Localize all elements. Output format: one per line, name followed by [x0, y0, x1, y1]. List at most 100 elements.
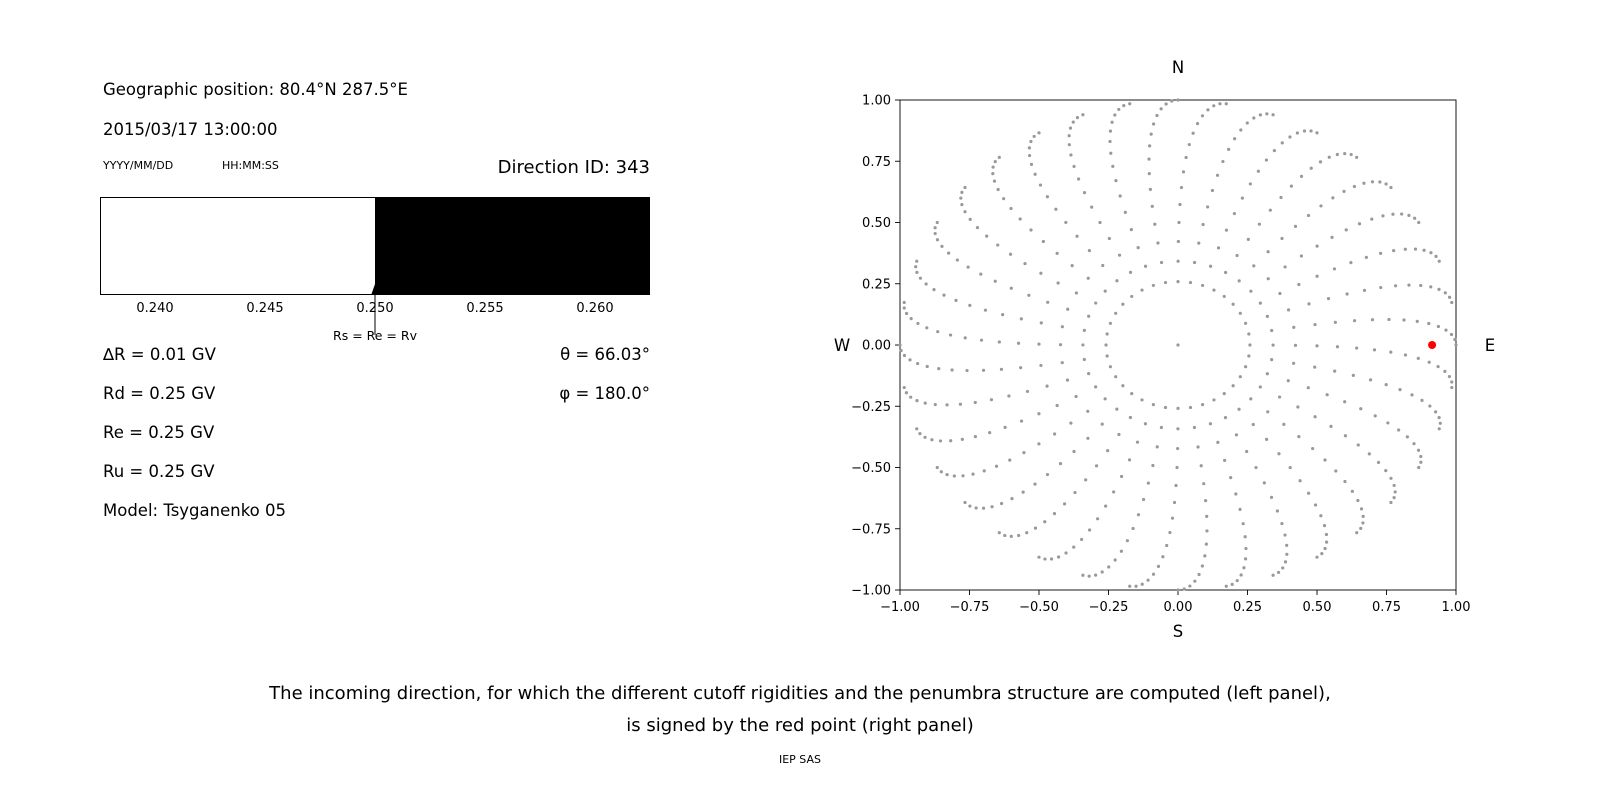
- direction-dot: [1130, 391, 1134, 396]
- direction-dot: [1082, 328, 1086, 332]
- direction-dot: [1062, 502, 1067, 506]
- direction-dot: [1224, 102, 1228, 106]
- direction-dot: [1315, 244, 1319, 248]
- direction-dot: [1100, 422, 1104, 426]
- direction-dot: [974, 506, 978, 510]
- direction-dot: [1105, 354, 1109, 358]
- direction-dot: [1280, 141, 1284, 145]
- direction-dot: [1272, 148, 1276, 153]
- direction-dot: [1392, 249, 1396, 253]
- direction-dot: [1323, 546, 1327, 551]
- direction-dot: [963, 500, 967, 505]
- direction-dot: [1216, 440, 1220, 445]
- direction-dot: [1196, 445, 1200, 449]
- direction-dot: [902, 385, 906, 390]
- direction-dot: [1330, 235, 1334, 239]
- direction-dot: [1070, 264, 1074, 268]
- cutoff-arrow: [371, 284, 379, 335]
- direction-dot: [981, 506, 986, 510]
- direction-dot: [933, 231, 937, 236]
- direction-dot: [1271, 343, 1275, 347]
- direction-dot: [1128, 584, 1132, 588]
- direction-dot: [968, 217, 972, 222]
- direction-dot: [1155, 445, 1159, 449]
- direction-dot: [1277, 452, 1281, 456]
- direction-dot: [965, 368, 969, 373]
- direction-dot: [1450, 300, 1454, 305]
- caption-line-2: is signed by the red point (right panel): [626, 715, 974, 736]
- direction-dot: [1389, 185, 1393, 190]
- direction-dot: [1370, 217, 1374, 221]
- direction-dot: [1069, 421, 1073, 425]
- direction-dot: [1343, 400, 1347, 404]
- direction-dot: [1296, 405, 1300, 409]
- direction-dot: [1043, 520, 1047, 524]
- direction-dot: [1163, 280, 1168, 285]
- direction-dot: [1094, 385, 1098, 389]
- direction-dot: [1165, 543, 1169, 548]
- direction-dot: [1170, 516, 1175, 520]
- direction-dot: [1400, 212, 1404, 216]
- x-tick-label: −1.00: [880, 600, 920, 615]
- direction-dot: [1134, 584, 1138, 588]
- direction-dot: [902, 300, 906, 305]
- param-re: Re = 0.25 GV: [103, 423, 215, 442]
- direction-dot: [1429, 285, 1433, 289]
- direction-dot: [968, 504, 972, 508]
- direction-dot: [1069, 153, 1073, 157]
- direction-dot: [966, 265, 970, 269]
- direction-dot: [985, 234, 989, 238]
- direction-dot: [1416, 448, 1421, 452]
- direction-dot: [1359, 526, 1363, 530]
- direction-dot: [1029, 228, 1033, 232]
- direction-dot: [1265, 112, 1269, 116]
- y-tick-label: 1.00: [862, 94, 891, 109]
- direction-dot: [1072, 164, 1076, 169]
- direction-dot: [1087, 249, 1091, 253]
- direction-dot: [1071, 120, 1075, 124]
- direction-dot: [1238, 311, 1242, 315]
- direction-dot: [1248, 182, 1252, 186]
- direction-dot: [1113, 113, 1117, 117]
- direction-dot: [1302, 129, 1307, 133]
- direction-dot: [1222, 294, 1226, 299]
- direction-dot: [902, 353, 907, 358]
- direction-dot: [1075, 115, 1080, 120]
- y-tick-label: −0.50: [851, 461, 891, 476]
- direction-dot: [1037, 555, 1041, 559]
- direction-dot: [915, 259, 919, 263]
- direction-dot: [1197, 241, 1201, 245]
- direction-dot: [997, 531, 1001, 535]
- direction-dot: [1318, 160, 1323, 164]
- direction-dot: [1108, 139, 1112, 144]
- direction-dot: [1155, 113, 1159, 118]
- direction-dot: [1319, 514, 1323, 518]
- direction-dot: [1100, 570, 1104, 574]
- direction-dot: [1161, 555, 1165, 559]
- direction-dot: [1174, 483, 1178, 488]
- direction-dot: [963, 185, 967, 190]
- direction-dot: [1136, 513, 1141, 517]
- direction-dot: [1381, 214, 1385, 218]
- y-tick-label: −0.25: [851, 400, 891, 415]
- direction-dot: [1268, 208, 1272, 212]
- direction-dot: [1265, 314, 1269, 319]
- penumbra-tick-label: 0.260: [576, 301, 614, 316]
- direction-dot: [973, 434, 977, 439]
- direction-dot: [1149, 132, 1153, 136]
- direction-dot: [996, 187, 1000, 192]
- direction-dot: [1146, 481, 1150, 485]
- direction-dot: [1045, 195, 1050, 199]
- direction-dot: [1361, 521, 1365, 525]
- direction-dot: [1247, 332, 1251, 336]
- direction-dot: [1176, 98, 1180, 102]
- direction-dot: [1293, 224, 1298, 228]
- direction-dot: [1258, 301, 1262, 305]
- direction-dot: [1379, 251, 1383, 256]
- direction-dot: [1041, 239, 1045, 244]
- arrow-label: Rs = Re = Rv: [333, 328, 417, 343]
- direction-dot: [904, 311, 909, 316]
- direction-dot: [1109, 151, 1113, 155]
- direction-dot: [1201, 222, 1205, 227]
- direction-dot: [1128, 270, 1133, 274]
